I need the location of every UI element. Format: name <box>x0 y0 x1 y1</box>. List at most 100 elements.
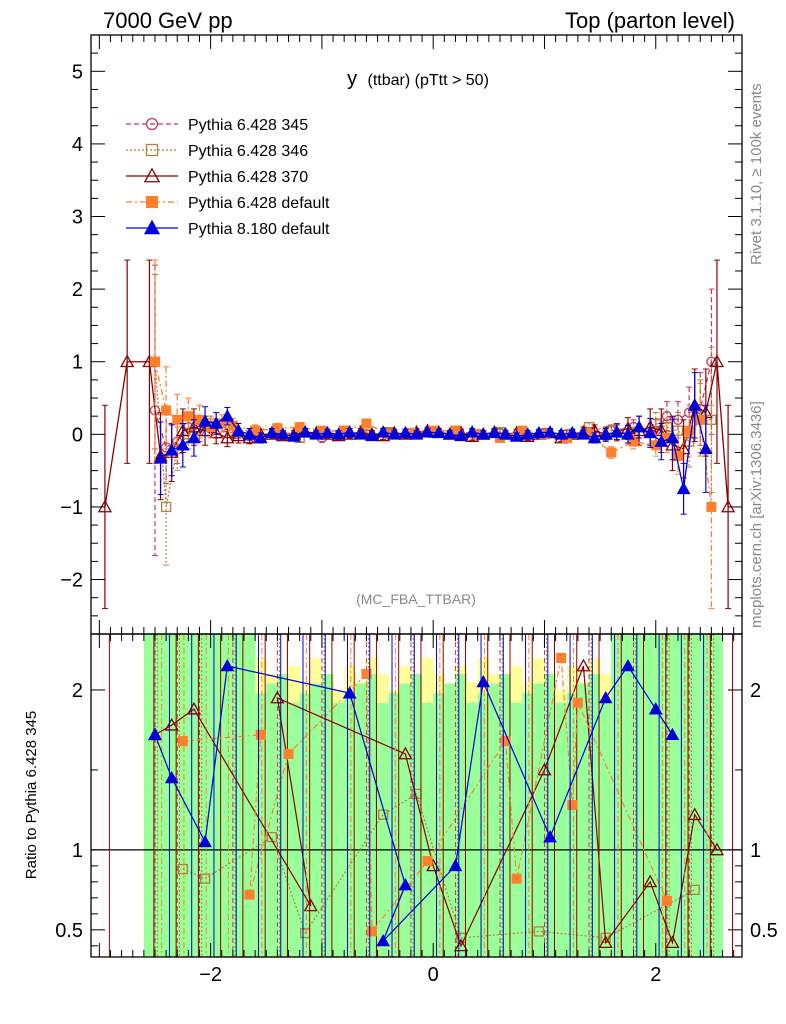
plot-title-sub: (ttbar) (pTtt > 50) <box>368 72 489 89</box>
band-green <box>244 634 256 957</box>
band-green <box>678 634 690 957</box>
data-point <box>606 447 617 458</box>
band-green <box>366 673 379 957</box>
legend-entry: Pythia 6.428 345 <box>126 117 308 134</box>
ratio-line <box>182 792 695 939</box>
data-point <box>143 219 161 235</box>
data-point <box>609 425 624 438</box>
plot-title: y (ttbar) (pTtt > 50) <box>347 68 489 90</box>
ratio-frame <box>90 633 743 958</box>
data-point <box>543 425 557 438</box>
data-point <box>422 856 433 867</box>
data-point <box>164 717 179 731</box>
band-green <box>344 693 356 957</box>
band-green <box>377 702 390 957</box>
data-point <box>242 427 257 440</box>
band-green <box>611 634 623 957</box>
data-point <box>253 430 268 444</box>
data-point <box>342 686 357 699</box>
data-point <box>698 441 713 455</box>
data-point <box>543 830 557 843</box>
data-point <box>366 926 377 937</box>
data-point <box>145 143 159 157</box>
data-point <box>532 425 546 439</box>
band-green <box>277 673 290 957</box>
band-green <box>333 702 345 957</box>
data-point <box>376 933 390 947</box>
data-point <box>533 926 545 937</box>
plot-frames <box>90 34 743 958</box>
legend-entry: Pythia 6.428 default <box>126 195 330 212</box>
ratio-panel-series <box>108 634 734 958</box>
data-point <box>628 436 639 447</box>
legend-entry: Pythia 6.428 370 <box>126 167 308 186</box>
data-point <box>665 727 680 741</box>
data-point <box>520 427 535 440</box>
data-point <box>149 356 160 367</box>
band-green <box>533 683 545 957</box>
data-point <box>443 427 457 440</box>
band-green <box>310 683 323 957</box>
data-point <box>476 674 491 688</box>
data-point <box>342 425 357 438</box>
tick-label: 2 <box>72 279 83 301</box>
band-green <box>188 634 200 957</box>
series-line <box>160 405 707 489</box>
data-point <box>387 427 402 440</box>
tick-label: 0 <box>72 424 83 446</box>
data-point <box>621 427 635 440</box>
data-point <box>643 425 658 439</box>
band-green <box>633 634 646 957</box>
series-0 <box>149 264 717 557</box>
tick-label: 5 <box>72 61 83 83</box>
tick-label: 4 <box>72 134 83 156</box>
data-point <box>97 499 113 513</box>
tick-label: −2 <box>60 570 83 592</box>
data-point <box>576 427 591 440</box>
legend-label: Pythia 6.428 345 <box>188 117 308 134</box>
data-point <box>684 425 695 436</box>
data-point <box>199 873 211 884</box>
data-point <box>398 425 413 439</box>
data-point <box>587 430 602 444</box>
side-label-rivet: Rivet 3.1.10, ≥ 100k events <box>748 83 765 265</box>
tick-label: −2 <box>199 964 222 986</box>
band-green <box>166 634 178 957</box>
data-point <box>276 427 290 440</box>
data-point <box>695 414 706 425</box>
data-point <box>164 770 179 784</box>
data-point <box>654 434 669 447</box>
side-label-mcplots: mcplots.cern.ch [arXiv:1306.3436] <box>748 401 765 628</box>
data-point <box>598 935 613 949</box>
data-point <box>145 117 159 131</box>
data-point <box>298 425 313 438</box>
data-point <box>420 425 435 438</box>
data-point <box>498 427 513 440</box>
band-green <box>321 673 334 957</box>
tick-label: 1 <box>750 840 761 862</box>
tick-label: 3 <box>72 207 83 229</box>
data-point <box>177 863 188 875</box>
data-point <box>720 499 736 513</box>
data-point <box>632 420 646 433</box>
data-point <box>448 858 463 872</box>
band-green <box>499 673 512 957</box>
band-green <box>143 634 156 957</box>
data-point <box>598 427 613 440</box>
band-green <box>410 673 423 957</box>
header-right: Top (parton level) <box>565 8 735 33</box>
band-green <box>221 634 234 957</box>
tick-label: 1 <box>72 840 83 862</box>
data-point <box>220 430 235 444</box>
data-point <box>453 938 469 952</box>
tick-label: 0.5 <box>750 920 778 942</box>
data-point <box>164 443 179 456</box>
data-point <box>172 414 183 425</box>
uncertainty-bands <box>143 634 724 957</box>
band-green <box>399 683 412 957</box>
ratio-series-2 <box>108 634 734 957</box>
band-green <box>266 683 278 957</box>
band-green <box>422 702 434 957</box>
band-green <box>711 634 724 957</box>
